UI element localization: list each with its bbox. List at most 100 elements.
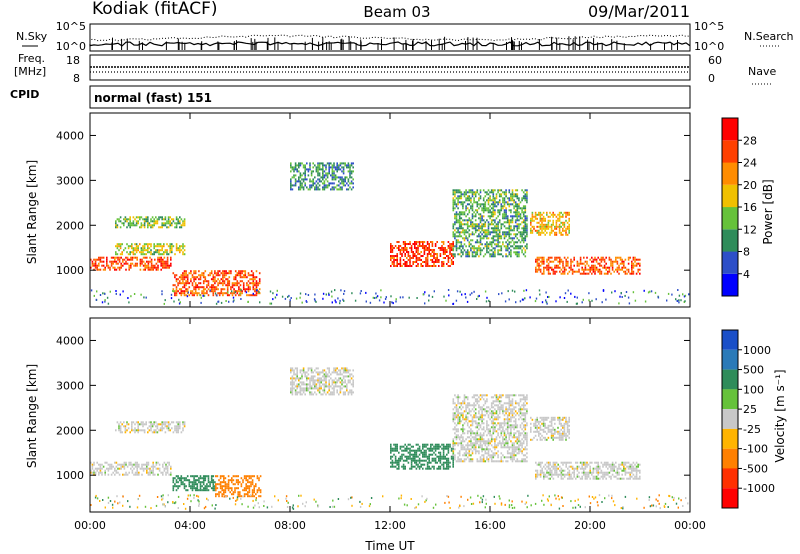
echo-region-7	[452, 394, 528, 463]
echo-region-8	[530, 416, 570, 441]
freq-tick-bottom: 8	[73, 72, 80, 85]
echo-region-3	[115, 216, 186, 229]
colorbar-tick-1: 4	[743, 268, 750, 281]
date-title: 09/Mar/2011	[588, 2, 690, 21]
nave-tick-top: 60	[708, 54, 722, 67]
echo-region-3	[172, 475, 216, 492]
echo-region-4	[172, 270, 261, 297]
colorbar-swatch-8	[722, 468, 738, 489]
echo-region-9	[535, 256, 641, 275]
x-tick-label-6: 20:00	[574, 519, 606, 532]
y-tick-label-4: 4000	[56, 334, 84, 347]
colorbar-tick-4: 16	[743, 201, 757, 214]
colorbar-tick-8: -1000	[743, 482, 775, 495]
colorbar-swatch-2	[722, 349, 738, 370]
colorbar-tick-2: 500	[743, 364, 764, 377]
colorbar-swatch-4	[722, 389, 738, 410]
n-search-label: N.Search	[744, 30, 794, 43]
colorbar-tick-6: -100	[743, 443, 768, 456]
echo-region-1	[90, 461, 172, 476]
echo-region-2	[115, 243, 186, 256]
y-tick-label-2: 2000	[56, 219, 84, 232]
echo-region-8	[530, 211, 570, 236]
echo-region-5	[290, 367, 354, 396]
velocity-colorbar: 1000 500 100 25 -25 -100 -500 -1000	[721, 329, 775, 509]
power-panel: 1000 2000 3000 4000 Slant Range [km] 4 8 12 16…	[25, 112, 775, 308]
x-tick-label-4: 12:00	[374, 519, 406, 532]
power-x-ticks	[89, 113, 691, 307]
power-y-axis: 1000 2000 3000 4000	[56, 129, 690, 277]
colorbar-swatch-6	[722, 162, 738, 185]
echo-region-6	[390, 241, 454, 267]
y-tick-label-1: 1000	[56, 469, 84, 482]
velocity-x-axis: 00:00 04:00 08:00 12:00 16:00 20:00 00:00	[74, 318, 706, 532]
noise-series	[89, 34, 691, 50]
y-tick-label-1: 1000	[56, 264, 84, 277]
beam-title: Beam 03	[363, 3, 430, 21]
n-search-line	[89, 34, 691, 42]
colorbar-tick-4: 25	[743, 403, 757, 416]
cpid-value: normal (fast) 151	[94, 91, 212, 105]
colorbar-swatch-5	[722, 184, 738, 208]
noise-panel: N.Sky N.Search 10^5 10^0 10^5 10^0	[16, 20, 794, 53]
cpid-label: CPID	[10, 88, 39, 101]
power-data	[90, 162, 690, 305]
colorbar-swatch-5	[722, 409, 738, 429]
noise-right-tick-top: 10^5	[694, 20, 724, 33]
echo-region-6	[390, 443, 454, 470]
frequency-panel: Freq. [MHz] 18 8 60 0 Nave	[14, 52, 776, 85]
cpid-panel	[89, 85, 691, 109]
colorbar-swatch-8	[722, 118, 738, 141]
noise-right-tick-bottom: 10^0	[694, 40, 724, 53]
power-ylabel: Slant Range [km]	[25, 160, 39, 264]
nave-label: Nave	[748, 65, 776, 78]
nave-tick-bottom: 0	[708, 72, 715, 85]
freq-tick-top: 18	[66, 54, 80, 67]
noise-speckle	[90, 494, 689, 510]
velocity-data	[90, 367, 689, 510]
colorbar-swatch-4	[722, 207, 738, 230]
x-tick-label-2: 04:00	[174, 519, 206, 532]
colorbar-swatch-3	[722, 229, 738, 252]
colorbar-swatch-7	[722, 140, 738, 163]
x-tick-label-7: 00:00	[674, 519, 706, 532]
x-tick-label-1: 00:00	[74, 519, 106, 532]
colorbar-tick-6: 24	[743, 157, 757, 170]
noise-left-tick-bottom: 10^0	[56, 40, 86, 53]
echo-region-5	[290, 162, 354, 191]
colorbar-tick-1: 1000	[743, 344, 771, 357]
x-tick-label-5: 16:00	[474, 519, 506, 532]
colorbar-swatch-1	[722, 330, 738, 350]
echo-region-1	[90, 256, 172, 271]
y-tick-label-4: 4000	[56, 129, 84, 142]
colorbar-swatch-2	[722, 251, 738, 274]
echo-region-7	[452, 189, 528, 258]
noise-speckle	[90, 289, 690, 305]
y-tick-label-3: 3000	[56, 174, 84, 187]
colorbar-tick-2: 8	[743, 246, 750, 259]
y-tick-label-2: 2000	[56, 424, 84, 437]
colorbar-tick-7: -500	[743, 462, 768, 475]
colorbar-tick-5: -25	[743, 423, 761, 436]
x-tick-label-3: 08:00	[274, 519, 306, 532]
y-tick-label-3: 3000	[56, 379, 84, 392]
colorbar-swatch-3	[722, 369, 738, 390]
power-colorbar: 4 8 12 16 20 24 28	[721, 117, 757, 297]
x-axis-label: Time UT	[364, 539, 415, 553]
echo-region-2	[115, 421, 186, 434]
colorbar-swatch-9	[722, 488, 738, 508]
power-colorbar-label: Power [dB]	[761, 179, 775, 244]
velocity-y-axis: 1000 2000 3000 4000	[56, 334, 690, 482]
colorbar-tick-3: 100	[743, 383, 764, 396]
colorbar-swatch-6	[722, 428, 738, 449]
velocity-colorbar-label: Velocity [m s⁻¹]	[773, 369, 787, 462]
colorbar-swatch-7	[722, 448, 738, 469]
freq-unit-label: [MHz]	[14, 65, 46, 78]
n-sky-label: N.Sky	[16, 30, 48, 43]
colorbar-swatch-1	[722, 273, 738, 297]
velocity-panel: 1000 2000 3000 4000 00:00 04:00 08:00 12:00 16:…	[25, 317, 787, 553]
velocity-ylabel: Slant Range [km]	[25, 364, 39, 468]
echo-region-4	[215, 475, 262, 498]
station-title: Kodiak (fitACF)	[92, 0, 218, 19]
